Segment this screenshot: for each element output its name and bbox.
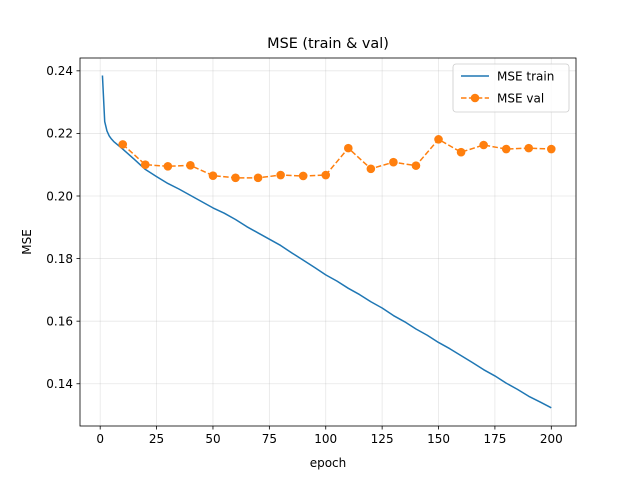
val-point [434, 135, 443, 144]
x-axis-title: epoch [310, 456, 347, 470]
val-point [501, 144, 511, 154]
val-point [321, 170, 331, 180]
val-point [140, 160, 150, 170]
plot-area: 0 25 50 75 100 125 150 175 200 0.14 0.16 0.18 0.20 0.… [46, 57, 577, 446]
legend-label-train: MSE train [497, 69, 554, 83]
chart-title: MSE (train & val) [267, 36, 389, 52]
val-point [253, 173, 263, 183]
y-tick-label: 0.20 [46, 189, 73, 203]
x-tick-label: 175 [483, 432, 506, 446]
legend-label-val: MSE val [497, 91, 544, 105]
val-point [163, 161, 173, 171]
val-point [231, 173, 240, 183]
y-tick-label: 0.14 [46, 377, 73, 391]
x-tick-label: 125 [371, 432, 394, 446]
val-point [479, 140, 488, 150]
val-point [411, 161, 421, 170]
val-point [344, 143, 353, 153]
val-point [118, 140, 128, 149]
val-point [366, 164, 376, 174]
x-tick-label: 25 [149, 432, 164, 446]
y-tick-label: 0.16 [46, 314, 73, 328]
x-tick-label: 100 [314, 432, 337, 446]
legend: MSE train MSE val [452, 63, 570, 113]
val-point [389, 157, 398, 167]
val-point [524, 143, 534, 153]
val-point [276, 170, 285, 180]
x-tick-label: 50 [205, 432, 220, 446]
axes-frame [79, 57, 577, 427]
val-point [298, 171, 308, 181]
series-line-train [101, 75, 552, 409]
x-tick-label: 150 [427, 432, 450, 446]
val-point [456, 147, 466, 157]
y-axis-title: MSE [20, 229, 34, 255]
val-point [547, 144, 556, 154]
y-tick-label: 0.22 [46, 127, 73, 141]
legend-marker-val [470, 93, 480, 103]
x-tick-label: 75 [262, 432, 277, 446]
val-point [186, 161, 195, 170]
y-tick-label: 0.24 [46, 64, 73, 78]
x-tick-label: 200 [540, 432, 563, 446]
val-point [208, 171, 218, 180]
y-tick-label: 0.18 [46, 252, 73, 266]
x-tick-label: 0 [96, 432, 104, 446]
